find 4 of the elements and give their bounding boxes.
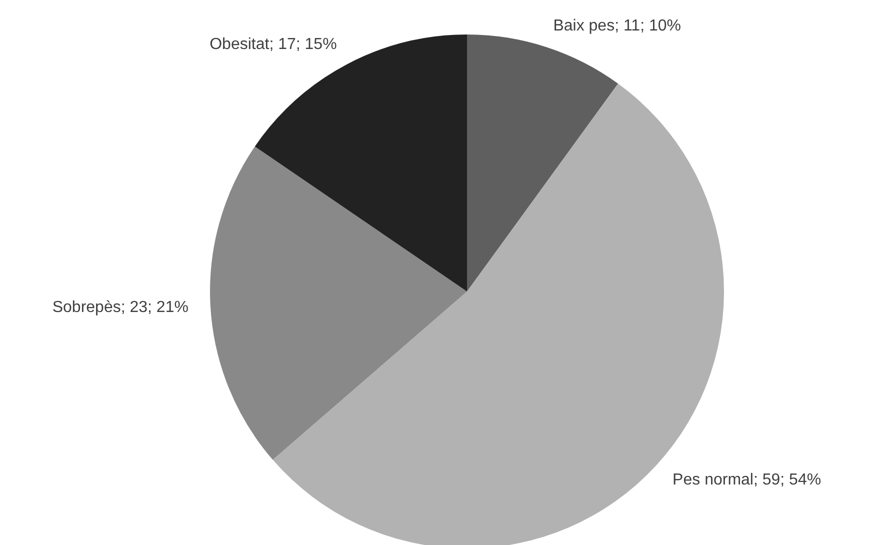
slice-label: Pes normal; 59; 54%	[672, 472, 822, 489]
slice-label: Sobrepès; 23; 21%	[52, 298, 188, 316]
slice-label: Obesitat; 17; 15%	[210, 36, 337, 54]
slice-label: Baix pes; 11; 10%	[553, 18, 681, 35]
